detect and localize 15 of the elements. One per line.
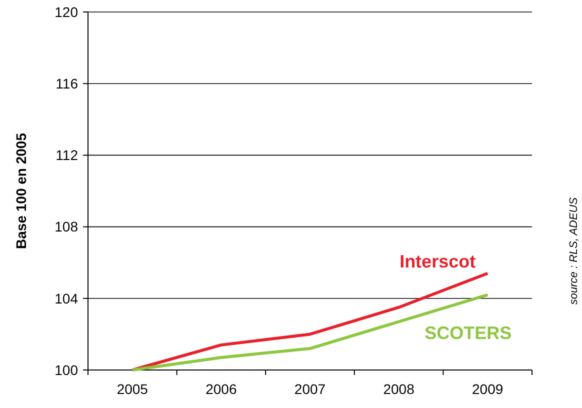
y-tick-label: 100 bbox=[54, 362, 78, 378]
y-tick-label: 104 bbox=[54, 290, 78, 306]
x-tick-label: 2008 bbox=[383, 381, 415, 397]
x-tick-label: 2006 bbox=[206, 381, 237, 397]
y-tick-label: 116 bbox=[56, 76, 78, 92]
source-note: source : RLS, ADEUS bbox=[568, 196, 580, 305]
y-axis-title: Base 100 en 2005 bbox=[13, 132, 29, 249]
x-tick-label: 2009 bbox=[472, 381, 504, 397]
y-tick-label: 120 bbox=[54, 4, 78, 20]
x-tick-label: 2007 bbox=[294, 381, 326, 397]
series-label: SCOTERS bbox=[424, 322, 512, 343]
y-tick-label: 112 bbox=[56, 147, 78, 164]
y-tick-label: 108 bbox=[54, 218, 78, 235]
x-tick-label: 2005 bbox=[116, 381, 148, 397]
series-label: Interscot bbox=[400, 251, 476, 272]
